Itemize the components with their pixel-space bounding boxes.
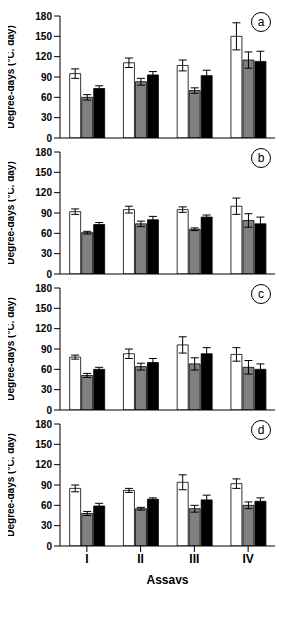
svg-text:II: II [137,552,144,566]
svg-text:0: 0 [46,133,52,144]
html-text:d: d [257,423,265,437]
svg-text:180: 180 [35,147,52,158]
html-text:c: c [258,287,264,301]
svg-text:150: 150 [35,439,52,450]
svg-text:90: 90 [41,480,53,491]
svg-text:0: 0 [46,541,52,552]
svg-text:60: 60 [41,228,53,239]
html-text:a: a [257,15,265,29]
svg-text:90: 90 [41,344,53,355]
svg-text:Assays: Assays [146,573,188,584]
svg-text:120: 120 [35,323,52,334]
svg-text:150: 150 [35,31,52,42]
svg-text:180: 180 [35,11,52,22]
svg-text:30: 30 [41,384,53,395]
svg-text:I: I [85,552,88,566]
svg-text:120: 120 [35,459,52,470]
svg-text:60: 60 [41,500,53,511]
svg-text:0: 0 [46,269,52,280]
svg-text:Degree-days (°C. day): Degree-days (°C. day) [8,161,16,264]
svg-text:60: 60 [41,92,53,103]
svg-text:30: 30 [41,112,53,123]
svg-text:60: 60 [41,364,53,375]
svg-text:30: 30 [41,520,53,531]
svg-text:90: 90 [41,72,53,83]
svg-text:150: 150 [35,167,52,178]
svg-text:180: 180 [35,283,52,294]
svg-text:0: 0 [46,405,52,416]
svg-text:Degree-days (°C. day): Degree-days (°C. day) [8,25,16,128]
svg-text:30: 30 [41,248,53,259]
svg-text:IV: IV [242,552,253,566]
svg-text:Degree-days (°C. day): Degree-days (°C. day) [8,297,16,400]
svg-text:180: 180 [35,419,52,430]
svg-text:120: 120 [35,187,52,198]
svg-text:Degree-days (°C. day): Degree-days (°C. day) [8,433,16,536]
html-text:b: b [257,151,265,165]
svg-text:90: 90 [41,208,53,219]
svg-text:III: III [189,552,199,566]
svg-text:120: 120 [35,51,52,62]
svg-text:150: 150 [35,303,52,314]
